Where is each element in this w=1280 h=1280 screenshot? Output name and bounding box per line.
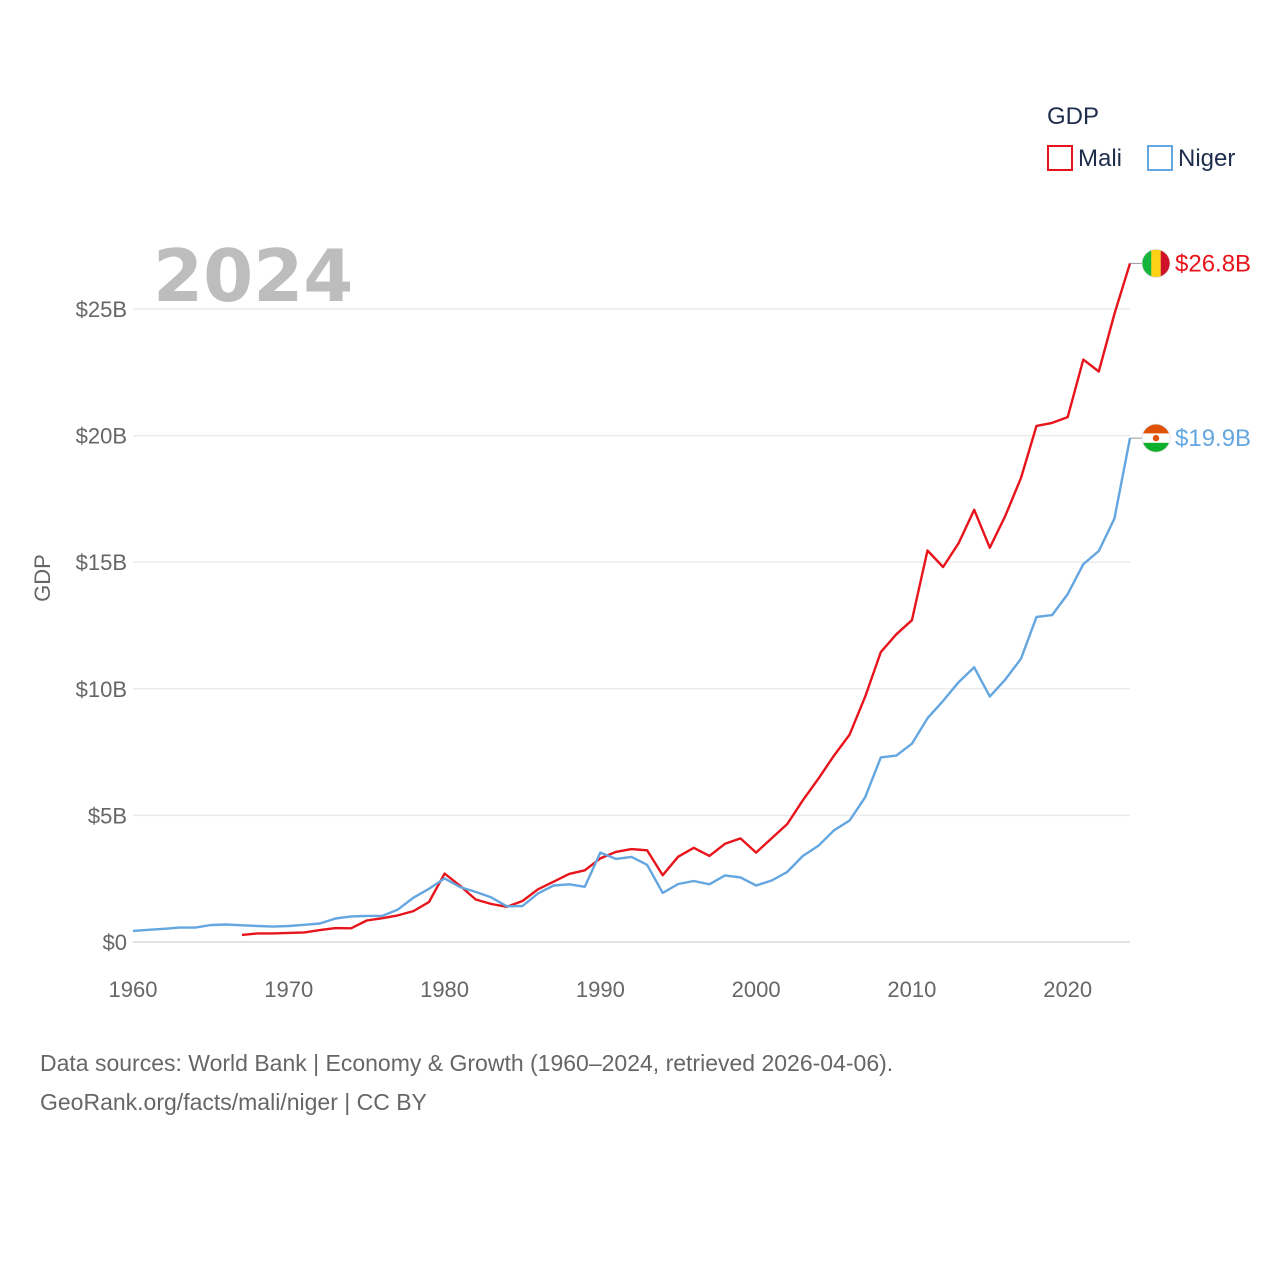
- end-value-label-niger: $19.9B: [1175, 425, 1251, 452]
- y-tick-label: $15B: [76, 550, 127, 575]
- year-label: 2024: [153, 234, 353, 318]
- source-note: Data sources: World Bank | Economy & Gro…: [40, 1044, 893, 1122]
- niger-flag-icon: [1141, 423, 1171, 453]
- x-tick-label: 2000: [732, 977, 781, 1002]
- y-tick-label: $25B: [76, 297, 127, 322]
- x-tick-label: 2020: [1043, 977, 1092, 1002]
- legend-label-mali[interactable]: Mali: [1078, 145, 1122, 172]
- gdp-line-chart: $0 $5B $10B $15B $20B $25B 1960 1970 1980 1990 20…: [30, 103, 1251, 1002]
- y-tick-label: $0: [103, 930, 127, 955]
- y-tick-label: $20B: [76, 424, 127, 449]
- legend-label-niger[interactable]: Niger: [1178, 145, 1235, 172]
- legend-swatch-mali[interactable]: [1047, 145, 1073, 171]
- y-axis-label: GDP: [30, 554, 55, 602]
- series-lines: [132, 263, 1132, 937]
- y-tick-label: $10B: [76, 677, 127, 702]
- x-tick-label: 1990: [576, 977, 625, 1002]
- mali-flag-icon: [1141, 248, 1171, 278]
- end-value-label-mali: $26.8B: [1175, 250, 1251, 277]
- source-line-2: GeoRank.org/facts/mali/niger | CC BY: [40, 1089, 427, 1115]
- legend-title: GDP: [1047, 103, 1099, 130]
- source-line-1: Data sources: World Bank | Economy & Gro…: [40, 1050, 894, 1076]
- x-tick-label: 1970: [264, 977, 313, 1002]
- series-line-mali: [241, 263, 1132, 937]
- x-tick-label: 1960: [109, 977, 158, 1002]
- grid-lines: [133, 308, 1130, 943]
- legend-swatch-niger[interactable]: [1147, 145, 1173, 171]
- y-axis-ticks: $0 $5B $10B $15B $20B $25B: [76, 297, 127, 955]
- end-markers: $26.8B $19.9B: [1130, 248, 1251, 453]
- series-line-niger: [132, 437, 1132, 933]
- x-axis-ticks: 1960 1970 1980 1990 2000 2010 2020: [109, 977, 1093, 1002]
- x-tick-label: 2010: [887, 977, 936, 1002]
- x-tick-label: 1980: [420, 977, 469, 1002]
- legend: GDP Mali Niger: [1047, 103, 1235, 172]
- y-tick-label: $5B: [88, 803, 127, 828]
